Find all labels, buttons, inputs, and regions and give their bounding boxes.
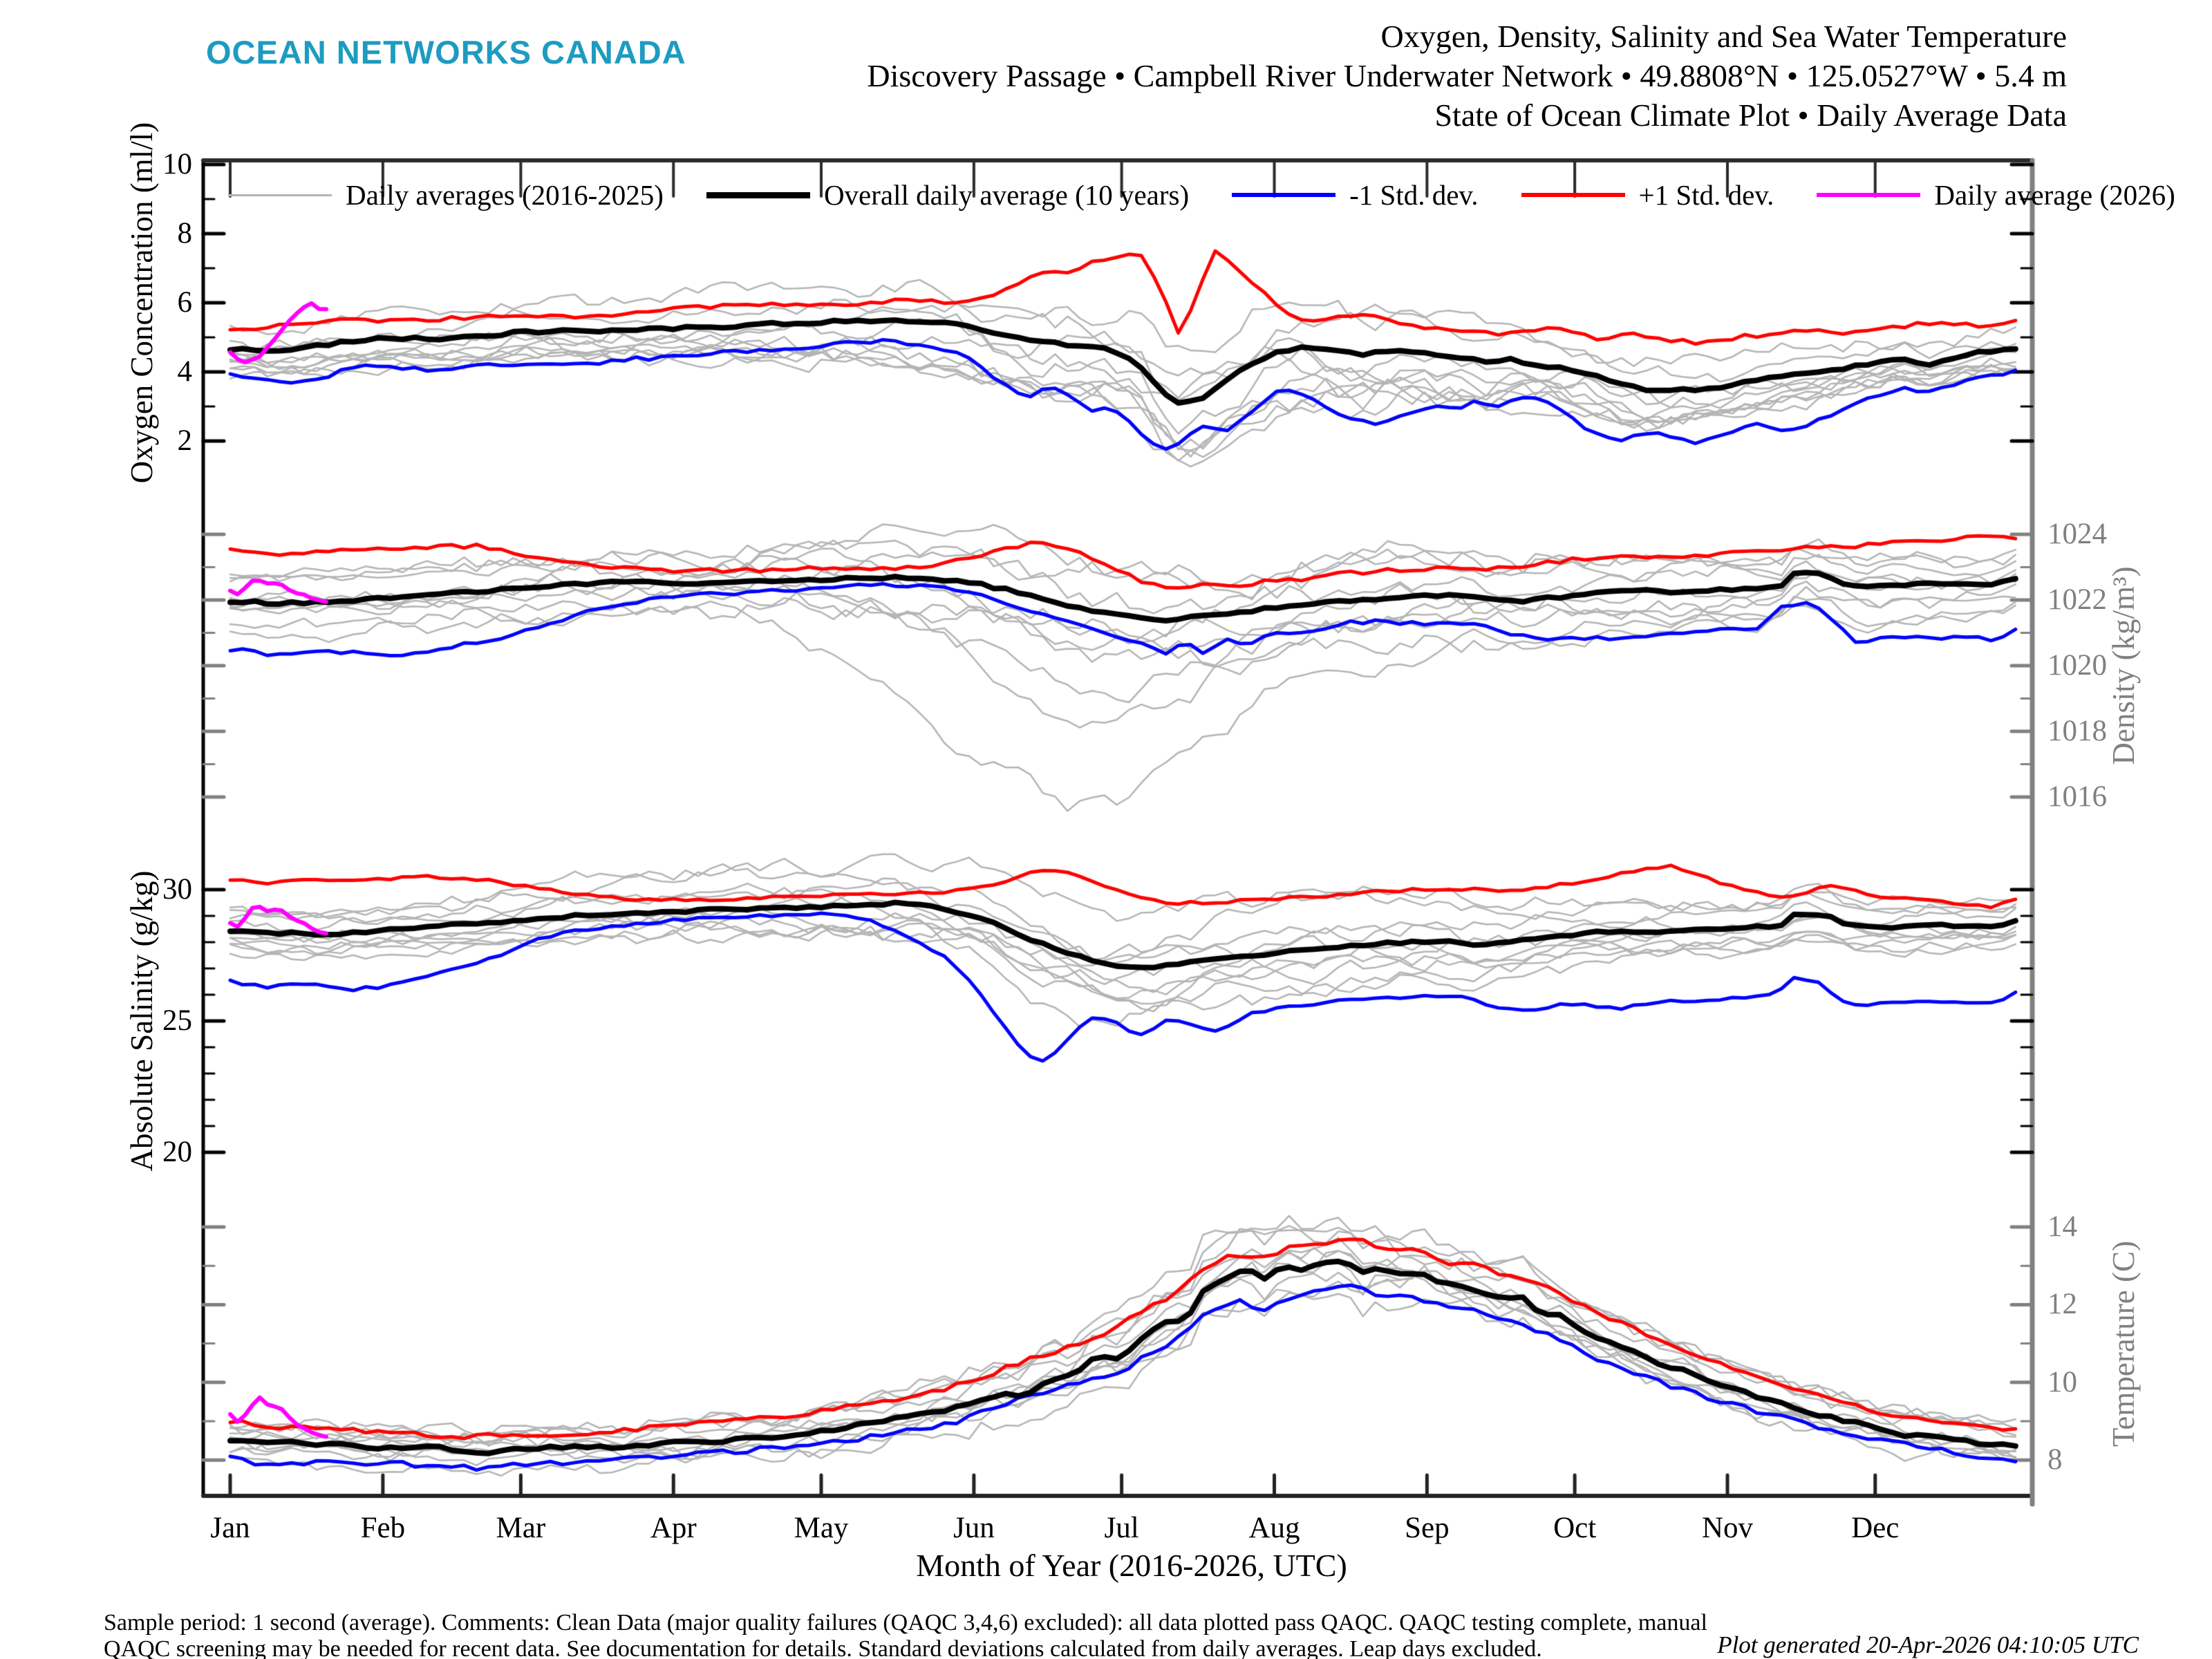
y-tick-label-oxygen: 4 bbox=[177, 355, 193, 388]
legend-item-1: Overall daily average (10 years) bbox=[706, 178, 1189, 212]
legend-label: -1 Std. dev. bbox=[1349, 179, 1479, 211]
y-tick-label-density: 1016 bbox=[2047, 780, 2107, 813]
legend-line-swatch bbox=[1232, 193, 1336, 197]
plot-title-line3: State of Ocean Climate Plot • Daily Aver… bbox=[1434, 97, 2067, 133]
legend-label: +1 Std. dev. bbox=[1638, 179, 1774, 211]
y-tick-label-density: 1020 bbox=[2047, 649, 2107, 682]
y-tick-label-density: 1022 bbox=[2047, 583, 2107, 616]
y-tick-label-density: 1018 bbox=[2047, 715, 2107, 747]
x-tick-label-month: May bbox=[794, 1512, 849, 1544]
x-tick-label-month: Jun bbox=[953, 1512, 995, 1544]
x-tick-label-month: Feb bbox=[360, 1512, 406, 1544]
plot-title-line1: Oxygen, Density, Salinity and Sea Water … bbox=[1380, 19, 2067, 54]
legend-item-0: Daily averages (2016-2025) bbox=[228, 178, 664, 212]
x-tick-label-month: Jul bbox=[1104, 1512, 1139, 1544]
y-tick-label-oxygen: 10 bbox=[162, 148, 192, 180]
x-tick-label-month: Oct bbox=[1553, 1512, 1597, 1544]
plot-title-block: Oxygen, Density, Salinity and Sea Water … bbox=[867, 17, 2067, 135]
legend-label: Daily average (2026) bbox=[1934, 179, 2175, 211]
y-tick-label-oxygen: 2 bbox=[177, 424, 193, 457]
y-axis-label-temperature: Temperature (C) bbox=[2106, 1240, 2141, 1447]
y-tick-label-temperature: 10 bbox=[2047, 1365, 2077, 1398]
x-tick-label-month: Mar bbox=[496, 1512, 546, 1544]
ocean-networks-canada-logo: OCEAN NETWORKS CANADA bbox=[206, 34, 686, 71]
y-axis-label-oxygen: Oxygen Concentration (ml/l) bbox=[124, 122, 159, 484]
legend-label: Overall daily average (10 years) bbox=[823, 179, 1190, 211]
y-tick-label-temperature: 14 bbox=[2047, 1210, 2077, 1243]
x-tick-label-month: Nov bbox=[1701, 1512, 1754, 1544]
x-tick-label-month: Aug bbox=[1248, 1512, 1300, 1544]
y-tick-label-salinity: 25 bbox=[162, 1004, 192, 1037]
plot-title-line2: Discovery Passage • Campbell River Under… bbox=[867, 58, 2067, 93]
legend-label: Daily averages (2016-2025) bbox=[346, 179, 664, 211]
x-tick-label-month: Apr bbox=[650, 1512, 697, 1544]
y-tick-label-oxygen: 8 bbox=[177, 217, 193, 250]
y-tick-label-temperature: 12 bbox=[2047, 1288, 2077, 1321]
y-axis-label-density: Density (kg/m³) bbox=[2106, 566, 2141, 765]
caption-line2: QAQC screening may be needed for recent … bbox=[104, 1636, 1542, 1659]
y-tick-label-density: 1024 bbox=[2047, 518, 2107, 550]
legend-line-swatch bbox=[228, 194, 332, 196]
y-tick-label-oxygen: 6 bbox=[177, 286, 193, 319]
x-tick-label-month: Jan bbox=[210, 1512, 250, 1544]
y-tick-label-salinity: 20 bbox=[162, 1136, 192, 1168]
y-tick-label-salinity: 30 bbox=[162, 873, 192, 906]
legend-item-3: +1 Std. dev. bbox=[1521, 178, 1774, 212]
legend-line-swatch bbox=[1817, 193, 1921, 197]
y-axis-label-salinity: Absolute Salinity (g/kg) bbox=[124, 870, 159, 1172]
legend-item-4: Daily average (2026) bbox=[1817, 178, 2175, 212]
y-tick-label-temperature: 8 bbox=[2047, 1443, 2063, 1477]
legend-line-swatch bbox=[706, 191, 810, 198]
x-axis-label: Month of Year (2016-2026, UTC) bbox=[916, 1548, 1347, 1583]
generated-timestamp: Plot generated 20-Apr-2026 04:10:05 UTC bbox=[1717, 1631, 2139, 1658]
caption-line1: Sample period: 1 second (average). Comme… bbox=[104, 1610, 1707, 1635]
x-tick-label-month: Sep bbox=[1405, 1512, 1450, 1544]
legend-line-swatch bbox=[1521, 193, 1625, 197]
legend-item-2: -1 Std. dev. bbox=[1232, 178, 1479, 212]
plot-legend: Daily averages (2016-2025) Overall daily … bbox=[228, 174, 2175, 216]
x-tick-label-month: Dec bbox=[1851, 1512, 1900, 1544]
